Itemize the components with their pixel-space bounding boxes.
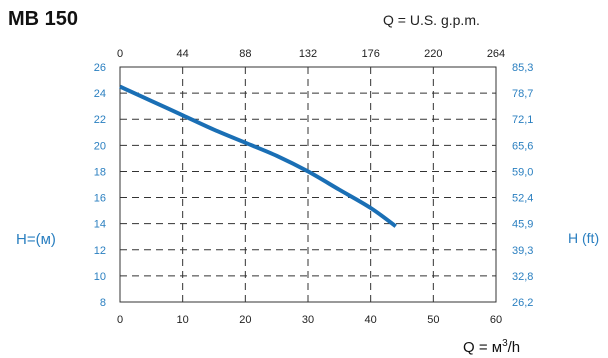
top-axis-label: Q = U.S. g.p.m. — [383, 12, 480, 28]
right-tick-label: 26,2 — [512, 297, 533, 309]
y-tick-label: 24 — [94, 88, 106, 100]
bottom-axis-label: Q = м3/h — [463, 338, 520, 356]
right-tick-label: 78,7 — [512, 88, 533, 100]
x-tick-label: 20 — [239, 314, 251, 326]
x-tick-label: 30 — [302, 314, 314, 326]
right-tick-label: 32,8 — [512, 271, 533, 283]
right-tick-label: 59,0 — [512, 166, 533, 178]
y-tick-label: 16 — [94, 193, 106, 205]
y-tick-label: 8 — [100, 297, 106, 309]
x-tick-label: 60 — [490, 314, 502, 326]
right-tick-label: 52,4 — [512, 193, 533, 205]
right-tick-label: 85,3 — [512, 62, 533, 74]
right-tick-label: 65,6 — [512, 140, 533, 152]
x-tick-label: 10 — [177, 314, 189, 326]
right-axis-label: H (ft) — [568, 230, 600, 246]
x-tick-label: 0 — [117, 314, 123, 326]
bottom-axis-label-sup: 3 — [502, 338, 508, 349]
y-tick-label: 12 — [94, 245, 106, 257]
left-axis-label: H=(м) — [16, 231, 56, 248]
right-tick-label: 45,9 — [512, 219, 533, 231]
y-tick-label: 10 — [94, 271, 106, 283]
top-tick-label: 88 — [239, 48, 251, 60]
top-tick-label: 0 — [117, 48, 123, 60]
x-tick-label: 40 — [365, 314, 377, 326]
pump-curve-line — [119, 84, 397, 228]
top-tick-label: 44 — [177, 48, 189, 60]
top-tick-label: 176 — [361, 48, 379, 60]
right-tick-label: 72,1 — [512, 114, 533, 126]
x-tick-label: 50 — [427, 314, 439, 326]
bottom-axis-label-suffix: /h — [507, 339, 521, 356]
y-tick-label: 26 — [94, 62, 106, 74]
y-tick-label: 18 — [94, 166, 106, 178]
y-tick-label: 22 — [94, 114, 106, 126]
y-tick-label: 14 — [94, 219, 106, 231]
chart-title: MB 150 — [8, 8, 79, 30]
top-tick-label: 132 — [299, 48, 317, 60]
top-tick-label: 264 — [487, 48, 505, 60]
bottom-axis-label-prefix: Q = м — [463, 339, 503, 356]
plot-frame — [119, 66, 497, 303]
right-tick-label: 39,3 — [512, 245, 533, 257]
top-tick-label: 220 — [424, 48, 442, 60]
y-tick-label: 20 — [94, 140, 106, 152]
